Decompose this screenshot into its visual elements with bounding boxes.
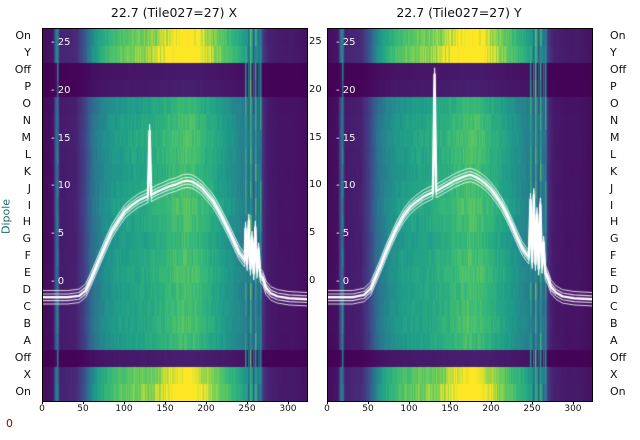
row-label-left: Y bbox=[24, 46, 31, 60]
right-db-tick-label: 5 bbox=[309, 227, 316, 239]
row-label-right: B bbox=[610, 316, 618, 330]
row-label-left: B bbox=[23, 316, 31, 330]
x-tick-mark bbox=[164, 401, 166, 404]
row-labels-left: On Y Off P O N M L K J I H G F E D C B A Off X On bbox=[0, 0, 31, 440]
row-label-right: P bbox=[610, 80, 617, 94]
x-tick-mark bbox=[327, 401, 328, 404]
right-axis-tick-labels: 25 20 15 10 5 0 bbox=[309, 0, 327, 440]
row-label-left: L bbox=[24, 147, 31, 161]
row-label-right: H bbox=[610, 215, 619, 229]
x-tick-mark bbox=[572, 401, 574, 404]
row-label-right: On bbox=[610, 384, 626, 398]
row-label-right: On bbox=[610, 29, 626, 43]
row-label-left: E bbox=[24, 266, 31, 280]
x-tick-label: 0 bbox=[39, 404, 45, 414]
x-tick-mark bbox=[531, 401, 533, 404]
row-label-right: J bbox=[610, 181, 614, 195]
row-label-right: N bbox=[610, 114, 619, 127]
row-label-left: J bbox=[27, 181, 31, 195]
x-tick-label: 150 bbox=[441, 404, 459, 414]
row-label-left: O bbox=[22, 97, 31, 111]
row-label-right: M bbox=[610, 130, 620, 144]
heatmap-panel-x: - 25- 20- 15- 10- 5- 0 bbox=[42, 28, 308, 402]
right-db-tick-label: 15 bbox=[309, 131, 322, 143]
x-tick-label: 100 bbox=[400, 404, 418, 414]
row-label-left: Off bbox=[14, 350, 31, 364]
right-panel-title: 22.7 (Tile027=27) Y bbox=[396, 5, 522, 20]
x-tick-label: 50 bbox=[77, 404, 89, 414]
x-tick-mark bbox=[82, 401, 84, 404]
heatmap-panel-y: - 25- 20- 15- 10- 5- 0 bbox=[327, 28, 593, 402]
heatmap-canvas-x bbox=[43, 29, 307, 401]
row-label-left: K bbox=[23, 164, 31, 178]
left-panel-title: 22.7 (Tile027=27) X bbox=[110, 5, 238, 20]
row-label-left: C bbox=[23, 300, 31, 313]
x-tick-mark bbox=[246, 401, 248, 404]
x-tick-label: 0 bbox=[324, 404, 330, 414]
x-tick-label: 200 bbox=[197, 404, 215, 414]
row-label-left: X bbox=[23, 367, 31, 381]
x-tick-mark bbox=[490, 401, 492, 404]
row-label-left: P bbox=[24, 80, 31, 94]
x-tick-mark bbox=[123, 401, 125, 404]
row-label-right: K bbox=[610, 164, 618, 178]
x-tick-label: 250 bbox=[523, 404, 541, 414]
x-tick-mark bbox=[287, 401, 289, 404]
x-tick-mark bbox=[367, 401, 369, 404]
x-tick-label: 300 bbox=[564, 404, 582, 414]
row-label-right: O bbox=[610, 97, 619, 111]
row-label-left: A bbox=[23, 333, 31, 347]
row-label-right: Off bbox=[610, 63, 627, 77]
x-tick-label: 100 bbox=[115, 404, 133, 414]
row-label-right: A bbox=[610, 333, 618, 347]
row-label-right: L bbox=[610, 147, 617, 161]
row-label-left: On bbox=[15, 29, 31, 43]
x-tick-mark bbox=[449, 401, 451, 404]
x-tick-mark bbox=[408, 401, 410, 404]
row-label-right: F bbox=[610, 249, 617, 263]
row-label-left: I bbox=[27, 198, 31, 212]
row-label-right: C bbox=[610, 300, 618, 313]
x-tick-label: 50 bbox=[362, 404, 374, 414]
row-label-right: G bbox=[610, 232, 619, 246]
row-label-right: Y bbox=[610, 46, 617, 60]
right-db-tick-label: 20 bbox=[309, 83, 322, 95]
row-label-left: G bbox=[22, 232, 31, 246]
x-tick-label: 150 bbox=[156, 404, 174, 414]
row-label-left: Off bbox=[14, 63, 31, 77]
x-tick-mark bbox=[42, 401, 43, 404]
row-label-left: On bbox=[15, 384, 31, 398]
row-label-left: H bbox=[22, 215, 31, 229]
x-tick-label: 250 bbox=[238, 404, 256, 414]
x-tick-label: 300 bbox=[279, 404, 297, 414]
row-label-left: D bbox=[22, 283, 31, 297]
row-label-right: Off bbox=[610, 350, 627, 364]
row-label-right: X bbox=[610, 367, 618, 381]
row-label-left: F bbox=[24, 249, 31, 263]
row-label-left: N bbox=[22, 114, 31, 127]
right-db-tick-label: 10 bbox=[309, 179, 322, 191]
row-label-left: M bbox=[21, 130, 32, 144]
row-label-right: E bbox=[610, 266, 617, 280]
x-tick-label: 200 bbox=[482, 404, 500, 414]
right-db-tick-label: 25 bbox=[309, 36, 322, 47]
row-labels-right: On Y Off P O N M L K J I H G F E D C B A Off X On bbox=[608, 0, 639, 440]
corner-tick-label: 0 bbox=[6, 417, 13, 430]
row-label-right: D bbox=[610, 283, 619, 297]
right-db-tick-label: 0 bbox=[309, 275, 316, 286]
heatmap-canvas-y bbox=[328, 29, 592, 401]
row-label-right: I bbox=[610, 198, 614, 212]
x-tick-mark bbox=[205, 401, 207, 404]
